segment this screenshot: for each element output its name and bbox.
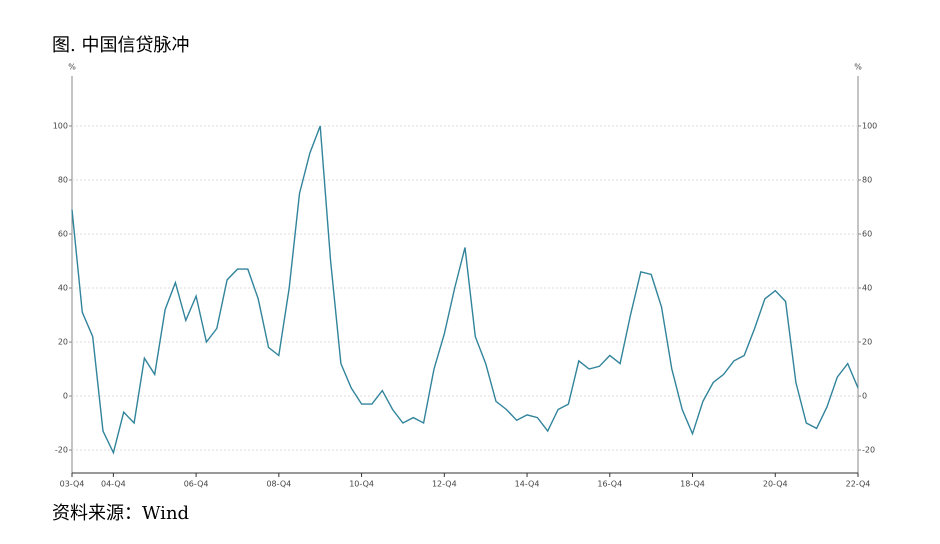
y2-tick-label: 80 (862, 175, 872, 184)
y2-tick-label: 0 (862, 392, 867, 401)
source: 资料来源：Wind (52, 503, 189, 524)
x-tick-label: 16-Q4 (597, 480, 622, 489)
y2-unit: % (854, 63, 862, 72)
x-tick-label: 03-Q4 (60, 480, 85, 489)
y-tick-label: 40 (58, 284, 68, 293)
x-tick-label: 22-Q4 (846, 480, 871, 489)
y2-tick-label: 20 (862, 338, 872, 347)
y-tick-label: 80 (58, 175, 68, 184)
y-tick-label: 60 (58, 229, 68, 238)
y2-tick-label: 60 (862, 229, 872, 238)
y2-tick-label: -20 (862, 446, 875, 455)
x-tick-label: 10-Q4 (349, 480, 374, 489)
y2-tick-label: 40 (862, 284, 872, 293)
y2-tick-label: 100 (862, 121, 877, 130)
x-tick-label: 14-Q4 (515, 480, 540, 489)
y-tick-label: 20 (58, 338, 68, 347)
x-tick-label: 20-Q4 (763, 480, 788, 489)
chart-title: 图. 中国信贷脉冲 (52, 35, 189, 56)
y-tick-label: 100 (53, 121, 68, 130)
x-tick-label: 04-Q4 (101, 480, 126, 489)
y-tick-label: 0 (63, 392, 68, 401)
y-unit: % (68, 63, 76, 72)
x-tick-label: 18-Q4 (680, 480, 705, 489)
x-tick-label: 08-Q4 (266, 480, 291, 489)
x-tick-label: 06-Q4 (184, 480, 209, 489)
data-line (71, 125, 859, 455)
x-tick-label: 12-Q4 (432, 480, 457, 489)
y-tick-label: -20 (55, 446, 68, 455)
